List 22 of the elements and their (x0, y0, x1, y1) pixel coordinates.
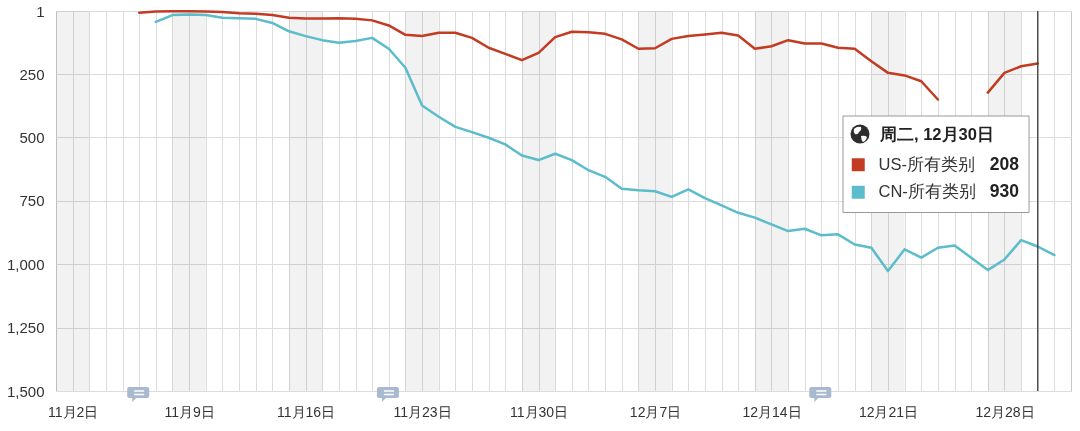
x-tick-label: 11月2日 (47, 403, 99, 420)
annotation: 208 (989, 153, 1020, 174)
y-tick-label: 250 (19, 65, 45, 83)
legend-label: CN-所有类别 (878, 182, 976, 201)
x-tick-label: 11月23日 (393, 403, 452, 420)
y-tick-label: 750 (19, 192, 45, 210)
x-tick-label: 12月7日 (629, 403, 682, 420)
y-tick-label: 1,000 (6, 255, 45, 273)
x-tick-label: 12月21日 (858, 403, 919, 420)
y-tick-label: 500 (19, 129, 45, 146)
y-tick-label: 1,250 (6, 319, 45, 337)
y-tick-label: 1,500 (6, 382, 45, 400)
x-tick-label: 11月9日 (164, 403, 215, 420)
x-tick-label: 11月30日 (509, 403, 569, 420)
annotation: 930 (989, 181, 1020, 202)
x-tick-label: 11月16日 (277, 403, 336, 420)
line-series (154, 13, 1056, 273)
legend-title: 周二, 12月30日 (879, 125, 994, 143)
x-tick-label: 12月28日 (975, 403, 1035, 420)
legend-label: US-所有类别 (878, 154, 975, 173)
y-tick-label: 1 (36, 2, 45, 20)
x-tick-label: 12月14日 (742, 403, 802, 420)
